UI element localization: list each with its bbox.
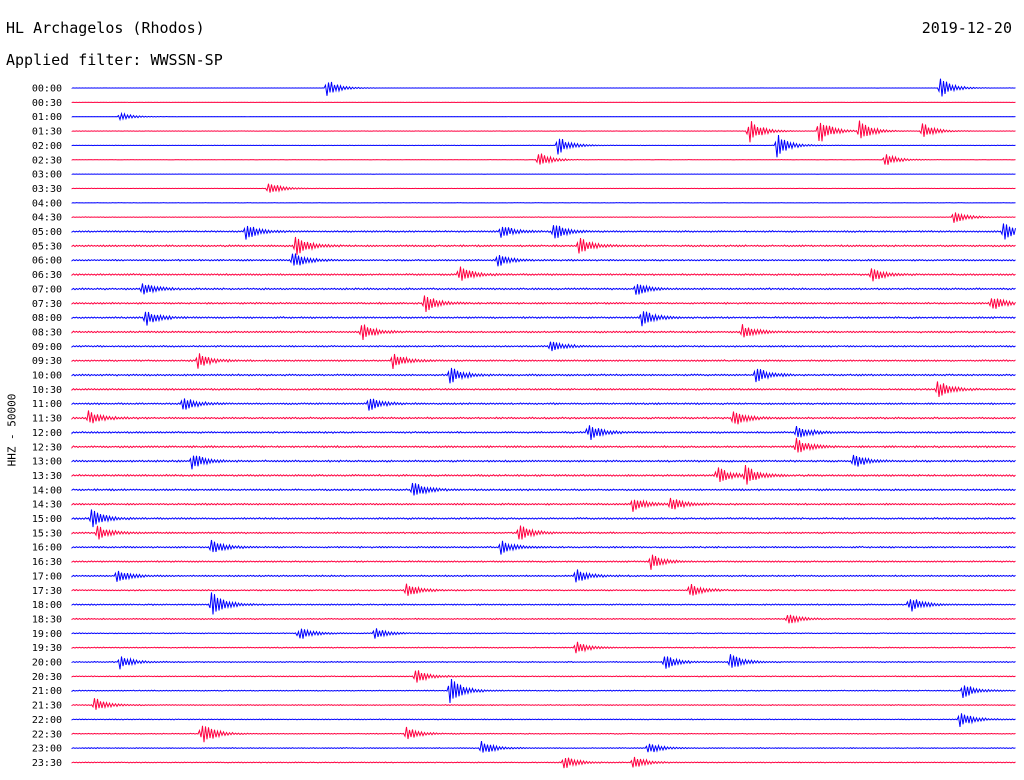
time-label: 13:00 bbox=[32, 457, 62, 468]
seismic-trace bbox=[71, 425, 1016, 441]
seismic-trace bbox=[71, 592, 1016, 615]
seismic-trace bbox=[71, 756, 1016, 769]
seismic-trace bbox=[71, 111, 1016, 122]
time-label: 15:00 bbox=[32, 514, 62, 525]
seismic-trace bbox=[71, 134, 1016, 158]
time-label: 08:30 bbox=[32, 327, 62, 338]
seismic-trace bbox=[71, 678, 1016, 704]
time-label: 03:30 bbox=[32, 184, 62, 195]
time-label: 02:30 bbox=[32, 155, 62, 166]
station-title: HL Archagelos (Rhodos) bbox=[6, 19, 205, 37]
trace-group bbox=[71, 78, 1016, 769]
time-label: 11:30 bbox=[32, 414, 62, 425]
time-label: 10:00 bbox=[32, 371, 62, 382]
seismic-trace bbox=[71, 223, 1016, 240]
time-label: 11:00 bbox=[32, 399, 62, 410]
seismic-trace bbox=[71, 614, 1016, 624]
seismic-trace bbox=[71, 311, 1016, 327]
time-label: 02:00 bbox=[32, 141, 62, 152]
time-label: 00:00 bbox=[32, 84, 62, 95]
filter-label: Applied filter: WWSSN-SP bbox=[6, 51, 223, 69]
seismic-trace bbox=[71, 569, 1016, 583]
seismic-trace bbox=[71, 78, 1016, 97]
seismic-trace bbox=[71, 641, 1016, 654]
seismic-trace bbox=[71, 698, 1016, 710]
time-label: 07:00 bbox=[32, 284, 62, 295]
time-label: 23:00 bbox=[32, 744, 62, 755]
time-label: 16:30 bbox=[32, 557, 62, 568]
seismic-trace bbox=[71, 253, 1016, 267]
time-label: 17:00 bbox=[32, 571, 62, 582]
seismic-trace bbox=[71, 236, 1016, 255]
seismic-trace bbox=[71, 741, 1016, 753]
seismic-trace bbox=[71, 583, 1016, 596]
seismic-trace bbox=[71, 295, 1016, 312]
time-label: 17:30 bbox=[32, 586, 62, 597]
time-label: 06:30 bbox=[32, 270, 62, 281]
seismic-trace bbox=[71, 183, 1016, 193]
seismic-trace bbox=[71, 410, 1016, 425]
seismic-trace bbox=[71, 381, 1016, 397]
time-label: 10:30 bbox=[32, 385, 62, 396]
seismic-trace bbox=[71, 628, 1016, 639]
time-label: 20:30 bbox=[32, 672, 62, 683]
seismic-trace bbox=[71, 482, 1016, 496]
time-label: 23:30 bbox=[32, 758, 62, 769]
seismic-trace bbox=[71, 497, 1016, 512]
time-label: 22:00 bbox=[32, 715, 62, 726]
time-label: 09:00 bbox=[32, 342, 62, 353]
time-label: 03:00 bbox=[32, 170, 62, 181]
time-label: 12:30 bbox=[32, 442, 62, 453]
seismic-trace bbox=[71, 353, 1016, 369]
time-label: 14:00 bbox=[32, 485, 62, 496]
time-label: 13:30 bbox=[32, 471, 62, 482]
time-label: 04:00 bbox=[32, 198, 62, 209]
time-label: 20:00 bbox=[32, 658, 62, 669]
time-label: 15:30 bbox=[32, 528, 62, 539]
seismic-trace bbox=[71, 464, 1016, 485]
seismic-trace bbox=[71, 509, 1016, 528]
time-label: 01:00 bbox=[32, 112, 62, 123]
seismic-trace bbox=[71, 554, 1016, 570]
seismic-trace bbox=[71, 654, 1016, 670]
time-label: 05:00 bbox=[32, 227, 62, 238]
time-label: 21:30 bbox=[32, 701, 62, 712]
seismic-trace bbox=[71, 367, 1016, 384]
time-label: 04:30 bbox=[32, 213, 62, 224]
time-label: 09:30 bbox=[32, 356, 62, 367]
seismic-trace bbox=[71, 539, 1016, 555]
seismic-trace bbox=[71, 713, 1016, 727]
time-label: 21:00 bbox=[32, 686, 62, 697]
seismic-trace bbox=[71, 120, 1016, 143]
time-label-group: 00:00 00:30 01:00 01:30 02:00 02:30 03:00 03:30… bbox=[32, 84, 62, 769]
seismic-trace bbox=[71, 341, 1016, 352]
time-label: 19:30 bbox=[32, 643, 62, 654]
seismic-trace bbox=[71, 283, 1016, 295]
seismic-trace bbox=[71, 398, 1016, 411]
time-label: 18:30 bbox=[32, 614, 62, 625]
seismic-trace bbox=[71, 324, 1016, 340]
time-label: 18:00 bbox=[32, 600, 62, 611]
time-label: 12:00 bbox=[32, 428, 62, 439]
time-label: 19:00 bbox=[32, 629, 62, 640]
seismic-trace bbox=[71, 725, 1016, 743]
time-label: 01:30 bbox=[32, 127, 62, 138]
seismic-trace bbox=[71, 266, 1016, 282]
time-label: 08:00 bbox=[32, 313, 62, 324]
time-label: 00:30 bbox=[32, 98, 62, 109]
seismic-trace bbox=[71, 212, 1016, 223]
time-label: 06:00 bbox=[32, 256, 62, 267]
seismic-trace bbox=[71, 670, 1016, 683]
time-label: 07:30 bbox=[32, 299, 62, 310]
time-label: 22:30 bbox=[32, 729, 62, 740]
recording-date: 2019-12-20 bbox=[921, 19, 1012, 37]
time-label: 05:30 bbox=[32, 241, 62, 252]
time-label: 14:30 bbox=[32, 500, 62, 511]
seismic-trace bbox=[71, 454, 1016, 470]
seismic-trace bbox=[71, 525, 1016, 540]
time-label: 16:00 bbox=[32, 543, 62, 554]
seismic-trace bbox=[71, 153, 1016, 165]
seismic-trace bbox=[71, 437, 1016, 453]
